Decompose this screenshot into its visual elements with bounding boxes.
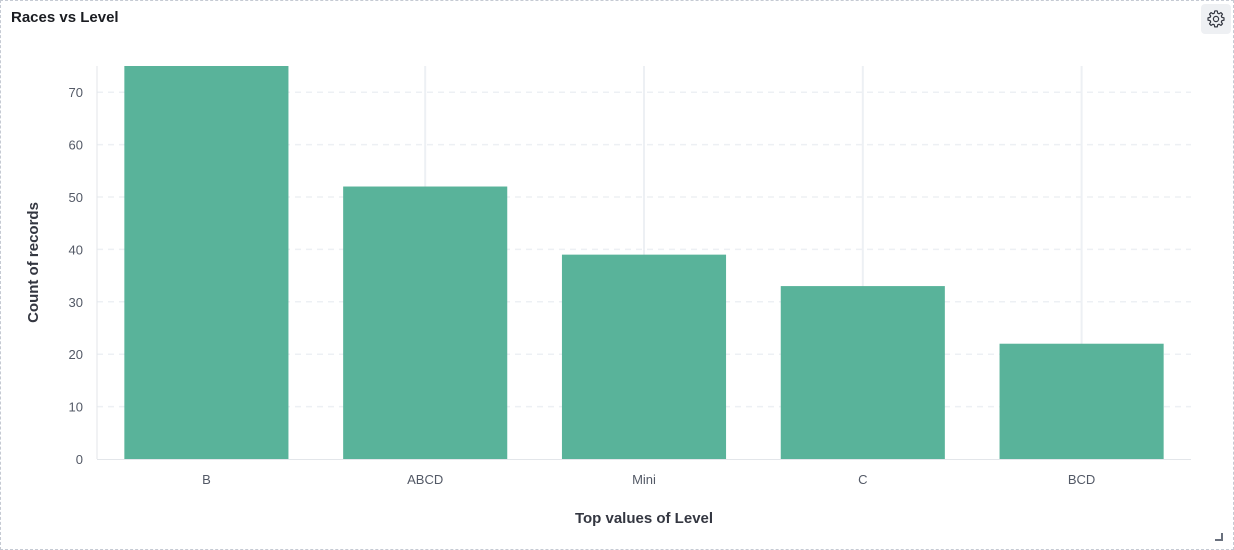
bar[interactable] — [561, 254, 727, 459]
y-tick-label: 70 — [69, 85, 83, 100]
bar[interactable] — [780, 286, 945, 459]
x-tick-label: Mini — [632, 472, 656, 487]
y-tick-label: 0 — [76, 452, 83, 467]
y-tick-label: 40 — [69, 242, 83, 257]
y-tick-label: 50 — [69, 190, 83, 205]
resize-handle-icon[interactable] — [1215, 533, 1223, 541]
x-axis-title: Top values of Level — [575, 510, 713, 527]
y-tick-label: 10 — [69, 400, 83, 415]
bar[interactable] — [999, 343, 1164, 459]
bar[interactable] — [343, 186, 508, 459]
x-tick-label: ABCD — [407, 472, 443, 487]
bar[interactable] — [124, 66, 289, 459]
y-tick-label: 20 — [69, 347, 83, 362]
panel-title: Races vs Level — [11, 9, 119, 26]
x-tick-label: BCD — [1068, 472, 1095, 487]
x-tick-label: C — [858, 472, 867, 487]
settings-button[interactable] — [1201, 4, 1231, 34]
y-tick-label: 60 — [69, 138, 83, 153]
y-axis-title: Count of records — [25, 202, 42, 323]
gear-icon — [1207, 10, 1225, 28]
x-tick-label: B — [202, 472, 211, 487]
y-tick-label: 30 — [69, 295, 83, 310]
